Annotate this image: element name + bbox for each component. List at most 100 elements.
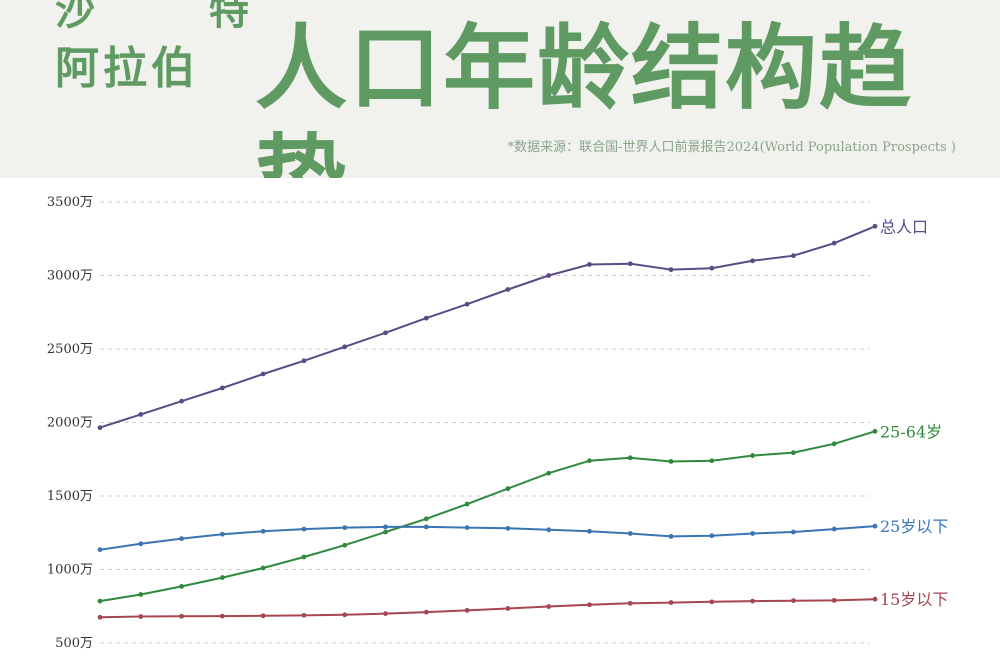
data-point xyxy=(219,613,225,619)
data-point xyxy=(97,614,103,620)
data-point xyxy=(831,597,837,603)
data-point xyxy=(138,412,144,417)
y-tick-label: 2500万 xyxy=(47,342,93,357)
data-point xyxy=(831,526,837,532)
data-point xyxy=(546,273,552,278)
data-point xyxy=(383,330,388,336)
data-point xyxy=(791,598,796,604)
data-point xyxy=(587,602,592,608)
data-point xyxy=(219,531,225,537)
data-point xyxy=(383,611,388,616)
data-point xyxy=(750,531,756,536)
data-point xyxy=(709,599,715,605)
data-point xyxy=(750,258,756,264)
data-point xyxy=(301,554,307,560)
data-point xyxy=(505,606,511,611)
data-point xyxy=(301,526,307,532)
data-point xyxy=(464,301,470,307)
data-point xyxy=(627,600,633,606)
data-point xyxy=(668,600,674,605)
series-label: 25岁以下 xyxy=(880,517,948,536)
chart-panel xyxy=(0,178,1000,662)
data-point xyxy=(179,398,184,404)
data-point xyxy=(831,240,837,246)
data-point xyxy=(750,598,756,604)
data-point xyxy=(791,253,796,259)
series-label: 总人口 xyxy=(880,217,928,236)
data-point xyxy=(505,287,511,292)
data-point xyxy=(668,267,674,273)
data-point xyxy=(464,501,470,507)
series-line xyxy=(99,225,876,429)
data-point xyxy=(464,607,470,613)
data-point xyxy=(342,542,348,548)
data-point xyxy=(587,528,592,534)
data-point xyxy=(219,575,225,580)
data-point xyxy=(546,604,552,609)
data-point xyxy=(423,524,429,530)
data-point xyxy=(342,525,348,531)
data-point xyxy=(546,527,552,533)
y-tick-label: 1000万 xyxy=(47,563,93,578)
title-country: 阿拉伯 xyxy=(55,43,199,94)
y-tick-label: 3000万 xyxy=(47,269,93,284)
data-point xyxy=(179,613,184,619)
data-source: *数据来源：联合国-世界人口前景报告2024(World Population … xyxy=(507,140,956,155)
data-point xyxy=(872,428,878,434)
data-point xyxy=(219,385,225,391)
data-point xyxy=(627,531,633,536)
data-point xyxy=(260,613,266,619)
data-point xyxy=(179,536,184,542)
data-point xyxy=(587,262,592,267)
data-point xyxy=(97,598,103,604)
data-point xyxy=(138,541,144,547)
data-point xyxy=(791,529,796,535)
data-point xyxy=(709,265,715,271)
data-point xyxy=(97,547,103,553)
y-tick-label: 3500万 xyxy=(47,195,93,210)
data-point xyxy=(831,441,837,447)
data-point xyxy=(138,614,144,619)
data-point xyxy=(260,528,266,534)
data-point xyxy=(505,525,511,531)
data-point xyxy=(709,533,715,539)
data-point xyxy=(872,223,878,229)
title-top: 沙 特 xyxy=(55,0,299,34)
data-point xyxy=(668,534,674,539)
data-point xyxy=(668,459,674,464)
data-point xyxy=(423,609,429,615)
data-point xyxy=(301,358,307,364)
series-label: 25-64岁 xyxy=(880,422,942,441)
series-line xyxy=(99,525,876,551)
data-point xyxy=(383,524,388,530)
data-point xyxy=(383,529,388,535)
data-point xyxy=(750,453,756,458)
y-tick-label: 1500万 xyxy=(47,489,93,504)
data-point xyxy=(627,455,633,461)
data-point xyxy=(872,596,878,602)
data-point xyxy=(342,344,348,350)
data-point xyxy=(260,371,266,377)
data-point xyxy=(791,450,796,456)
data-point xyxy=(138,592,144,597)
data-point xyxy=(260,565,266,571)
data-point xyxy=(342,612,348,618)
series-label: 15岁以下 xyxy=(880,590,948,609)
data-point xyxy=(301,612,307,618)
data-point xyxy=(464,525,470,531)
series-line xyxy=(99,430,876,603)
y-tick-label: 2000万 xyxy=(47,416,93,431)
y-tick-label: 500万 xyxy=(55,636,93,651)
data-point xyxy=(97,425,103,431)
data-point xyxy=(872,523,878,529)
data-point xyxy=(587,458,592,464)
data-point xyxy=(627,261,633,267)
data-point xyxy=(179,584,184,589)
data-point xyxy=(423,516,429,522)
data-point xyxy=(709,458,715,464)
data-point xyxy=(505,486,511,492)
data-point xyxy=(423,315,429,321)
data-point xyxy=(546,470,552,476)
series-line xyxy=(99,598,876,619)
